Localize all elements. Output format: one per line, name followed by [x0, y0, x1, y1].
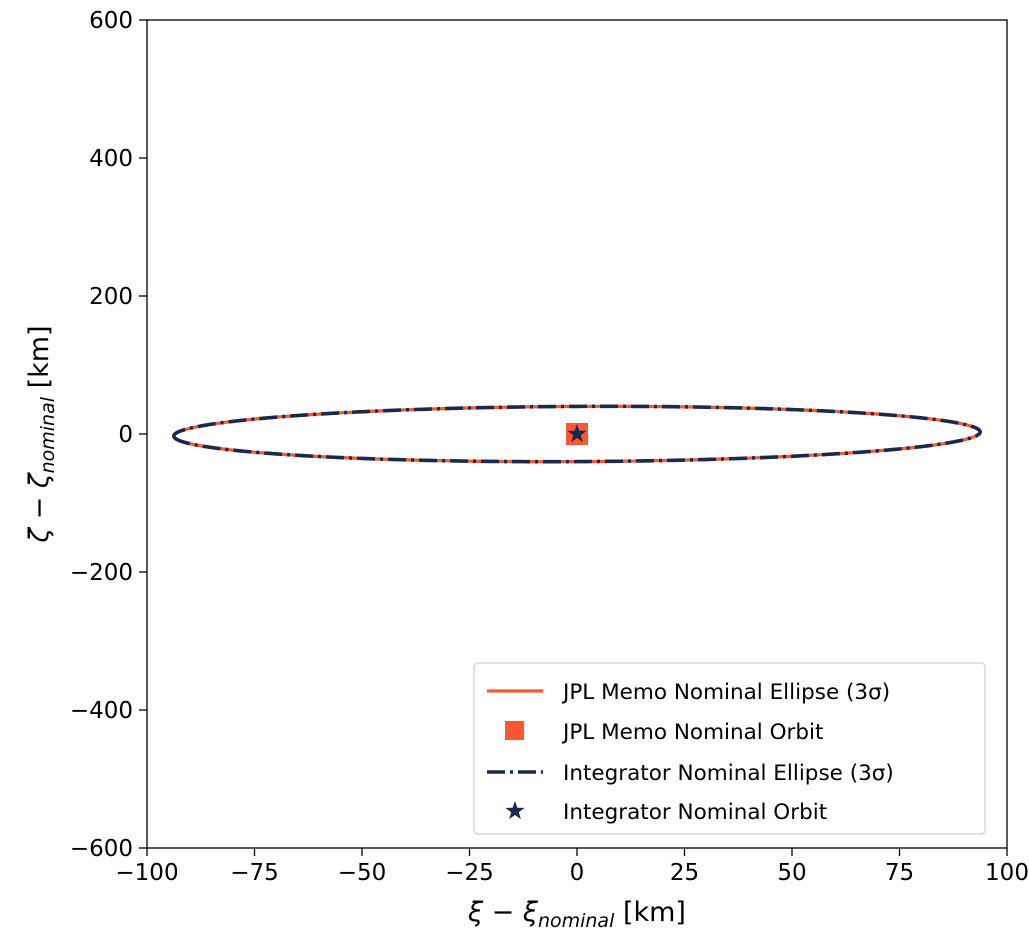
y-tick-label: −200 — [70, 560, 133, 586]
legend-label-integrator-ellipse: Integrator Nominal Ellipse (3σ) — [563, 761, 894, 786]
legend-box — [473, 662, 986, 835]
x-axis-label-main: ξ − ξ — [467, 897, 539, 928]
legend-handle-jpl-orbit — [505, 721, 524, 740]
x-axis-label: ξ − ξnominal [km] — [467, 897, 686, 932]
legend: JPL Memo Nominal Ellipse (3σ) JPL Memo N… — [473, 662, 986, 835]
y-axis-label: ζ − ζnominal [km] — [24, 325, 59, 543]
y-tick-label: 200 — [89, 284, 133, 310]
x-tick-label: −75 — [230, 860, 279, 886]
x-tick-label: 25 — [670, 860, 699, 886]
legend-label-jpl-orbit: JPL Memo Nominal Orbit — [561, 720, 823, 745]
y-tick-label: −600 — [70, 836, 133, 862]
legend-label-integrator-orbit: Integrator Nominal Orbit — [563, 800, 827, 825]
plot-content — [172, 404, 982, 464]
y-axis-label-unit: [km] — [24, 325, 55, 397]
y-tick-label: 600 — [89, 8, 133, 34]
x-tick-label: 50 — [777, 860, 806, 886]
x-tick-label: −100 — [115, 860, 178, 886]
integrator-ellipse — [172, 404, 982, 464]
integrator-orbit-marker — [567, 424, 587, 443]
x-tick-label: 0 — [570, 860, 585, 886]
legend-handle-integrator-orbit — [505, 801, 525, 820]
y-tick-label: −400 — [70, 698, 133, 724]
y-axis-label-sub: nominal — [37, 396, 59, 473]
x-axis-ticks: −100 −75 −50 −25 0 25 50 75 100 — [115, 848, 1029, 886]
x-tick-label: 100 — [985, 860, 1029, 886]
y-axis-ticks: −600 −400 −200 0 200 400 600 — [70, 8, 147, 862]
x-tick-label: −50 — [338, 860, 387, 886]
x-tick-label: −25 — [445, 860, 494, 886]
legend-label-jpl-ellipse: JPL Memo Nominal Ellipse (3σ) — [561, 680, 890, 705]
x-tick-label: 75 — [885, 860, 914, 886]
y-tick-label: 0 — [118, 422, 133, 448]
y-axis-label-main: ζ − ζ — [24, 472, 55, 543]
x-axis-label-sub: nominal — [538, 910, 615, 932]
x-axis-label-unit: [km] — [614, 897, 686, 928]
y-tick-label: 400 — [89, 146, 133, 172]
